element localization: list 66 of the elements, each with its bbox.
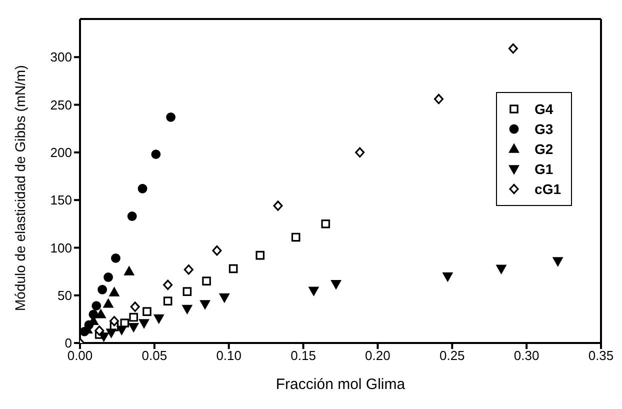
y-tick-label: 250	[50, 97, 72, 112]
point	[321, 219, 330, 228]
point	[256, 250, 265, 260]
point	[228, 264, 238, 274]
point	[355, 147, 365, 158]
point	[151, 150, 161, 160]
point	[106, 328, 116, 338]
point	[273, 200, 283, 211]
y-axis-title: Módulo de elasticidad de Gibbs (mN/m)	[12, 65, 28, 311]
x-tick-label: 0.25	[439, 348, 465, 364]
point	[291, 232, 300, 242]
point	[496, 264, 506, 274]
y-tick-label: 0	[64, 336, 72, 351]
point	[434, 94, 444, 104]
y-tick-label: 50	[58, 288, 72, 303]
x-tick-label: 0.30	[514, 348, 540, 364]
point	[124, 266, 134, 276]
y-tick-label: 300	[50, 50, 72, 65]
point	[104, 272, 113, 282]
point	[103, 298, 114, 308]
y-tick-label: 150	[50, 192, 72, 208]
x-axis-title: Fracción mol Glima	[276, 376, 406, 393]
point	[308, 286, 319, 296]
point	[138, 184, 148, 194]
point	[98, 284, 108, 294]
point	[200, 300, 210, 310]
point	[212, 245, 222, 256]
point	[154, 314, 164, 324]
y-tick-label: 100	[50, 240, 72, 256]
legend-label: G3	[534, 121, 554, 137]
point	[508, 43, 518, 54]
point	[128, 322, 139, 332]
point	[109, 287, 120, 296]
x-tick-label: 0.15	[290, 348, 316, 364]
legend-label: cG1	[534, 181, 561, 197]
point	[127, 212, 137, 221]
x-tick-label: 0.00	[67, 348, 93, 364]
x-tick-label: 0.20	[365, 348, 390, 364]
point	[163, 296, 172, 306]
point	[138, 319, 150, 328]
x-tick-label: 0.10	[216, 348, 242, 364]
point	[166, 112, 176, 122]
point	[111, 253, 120, 263]
point	[94, 325, 104, 336]
point	[116, 326, 127, 335]
point	[130, 302, 140, 312]
point	[182, 287, 192, 296]
point	[129, 312, 138, 322]
y-tick-label: 200	[50, 145, 72, 160]
point	[109, 316, 119, 326]
point	[182, 304, 192, 314]
point	[552, 257, 563, 266]
point	[184, 264, 194, 275]
point	[96, 309, 106, 318]
legend-label: G2	[534, 141, 554, 157]
point	[92, 301, 102, 311]
point	[219, 293, 230, 303]
x-tick-label: 0.35	[588, 348, 614, 364]
x-tick-label: 0.05	[142, 348, 168, 364]
legend-label: G4	[534, 101, 554, 117]
point	[163, 280, 173, 290]
point	[202, 276, 211, 286]
point	[142, 307, 152, 316]
legend-label: G1	[534, 161, 554, 177]
point	[330, 280, 342, 290]
point	[442, 272, 453, 282]
